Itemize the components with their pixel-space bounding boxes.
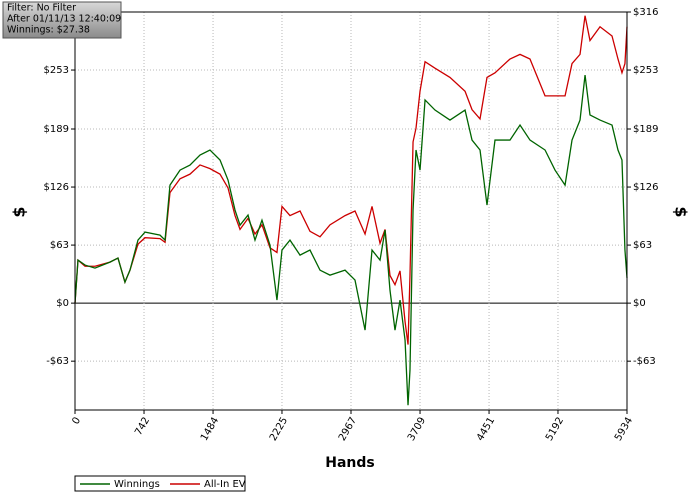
x-tick-label: 5192 (544, 416, 566, 444)
info-line: After 01/11/13 12:40:09 (7, 14, 121, 25)
x-tick-label: 742 (133, 416, 152, 438)
x-tick-label: 2225 (268, 416, 290, 444)
info-line: Filter: No Filter (7, 3, 76, 14)
x-tick-label: 5934 (613, 416, 635, 444)
y-tick-label-right: $316 (633, 7, 658, 18)
x-tick-label: 0 (70, 416, 83, 427)
y-tick-label: $253 (44, 65, 69, 76)
y-tick-label-right: $63 (633, 240, 652, 251)
y-axis-label: $ (10, 206, 29, 217)
y-tick-label-right: $253 (633, 65, 658, 76)
lines (74, 15, 628, 406)
y-tick-label: $126 (44, 182, 69, 193)
x-tick-label: 4451 (475, 416, 497, 444)
y-tick-label: -$63 (46, 356, 69, 367)
legend-label: Winnings (114, 479, 160, 490)
x-axis-label: Hands (325, 455, 375, 471)
y-tick-label: $189 (44, 124, 69, 135)
x-tick-label: 2967 (337, 416, 359, 444)
legend: Winnings All-In EV (74, 475, 246, 492)
series-line (74, 74, 628, 406)
info-box-frame (2, 1, 122, 39)
y-tick-label: $0 (56, 298, 69, 309)
x-tick-label: 1484 (199, 416, 221, 444)
y-tick-label-right: $189 (633, 124, 658, 135)
y-tick-label-right: $0 (633, 298, 646, 309)
y-tick-label-right: -$63 (633, 356, 656, 367)
y-axis-label-right: $ (672, 206, 691, 217)
legend-frame (74, 475, 246, 492)
legend-label: All-In EV (204, 479, 246, 490)
info-line: Winnings: $27.38 (7, 25, 90, 36)
x-tick-label: 3709 (406, 416, 428, 444)
y-tick-label: $63 (50, 240, 69, 251)
y-tick-label-right: $126 (633, 182, 658, 193)
